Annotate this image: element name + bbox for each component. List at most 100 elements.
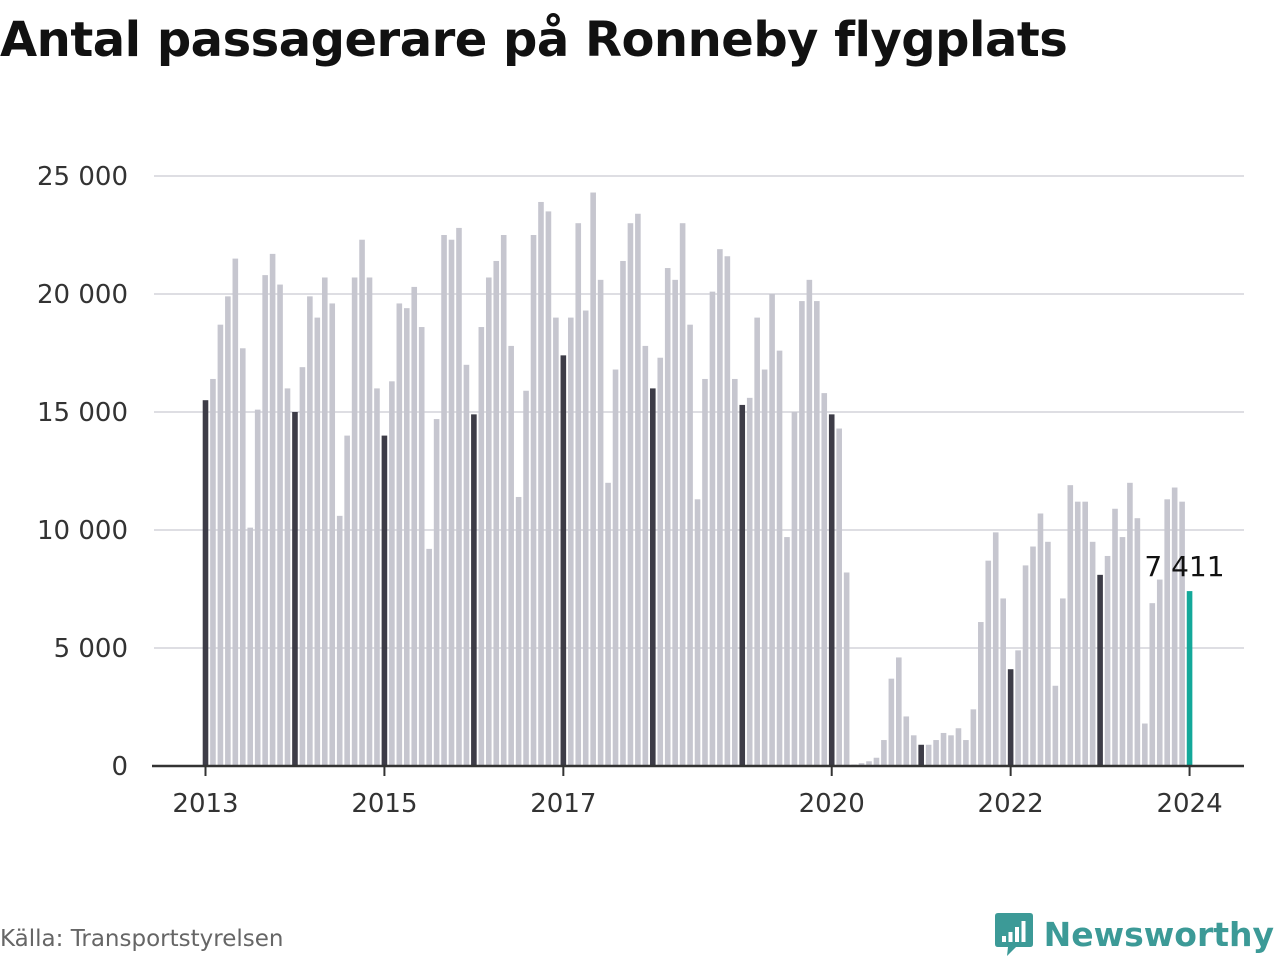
bar-2019-03[interactable] [754, 317, 760, 766]
bar-2015-08[interactable] [433, 419, 440, 766]
bar-2015-04[interactable] [403, 308, 410, 766]
bar-2023-05[interactable] [1127, 482, 1133, 766]
bar-2020-11[interactable] [903, 716, 910, 766]
bar-2018-01[interactable] [650, 388, 656, 766]
bar-2015-09[interactable] [441, 235, 447, 766]
bar-2021-04[interactable] [940, 732, 947, 766]
bar-2023-02[interactable] [1104, 555, 1111, 766]
bar-2017-11[interactable] [635, 213, 641, 766]
bar-2014-04[interactable] [314, 317, 321, 766]
bar-2020-06[interactable] [866, 761, 872, 766]
bar-2021-06[interactable] [955, 728, 962, 766]
bar-2014-05[interactable] [321, 277, 328, 766]
bar-2013-09[interactable] [262, 275, 268, 766]
bar-2013-10[interactable] [269, 253, 276, 766]
bar-2018-08[interactable] [702, 378, 708, 766]
bar-2020-02[interactable] [836, 428, 842, 766]
bar-2022-03[interactable] [1022, 565, 1029, 766]
bar-2019-07[interactable] [784, 537, 790, 766]
bar-2022-02[interactable] [1015, 650, 1021, 766]
bar-2023-09[interactable] [1156, 579, 1163, 766]
bar-2022-04[interactable] [1030, 546, 1036, 766]
bar-2023-04[interactable] [1119, 537, 1126, 766]
bar-2021-05[interactable] [948, 735, 954, 766]
bar-2023-01[interactable] [1097, 574, 1103, 766]
bar-2015-10[interactable] [448, 239, 455, 767]
bar-2022-01[interactable] [1007, 669, 1014, 766]
bar-2019-05[interactable] [769, 294, 775, 766]
bar-2015-01[interactable] [381, 435, 388, 766]
bar-2020-07[interactable] [873, 757, 880, 766]
bar-2013-08[interactable] [254, 409, 261, 766]
bar-2017-02[interactable] [567, 317, 574, 766]
bar-2013-03[interactable] [217, 324, 224, 766]
bar-2021-12[interactable] [1000, 598, 1006, 766]
bar-2022-05[interactable] [1037, 513, 1044, 766]
bar-2017-08[interactable] [612, 369, 619, 766]
bar-2023-07[interactable] [1142, 723, 1148, 766]
bar-2023-12[interactable] [1179, 501, 1185, 766]
bar-2022-06[interactable] [1045, 541, 1051, 766]
bar-2018-11[interactable] [724, 256, 731, 766]
bar-2016-08[interactable] [523, 390, 529, 766]
bar-2017-09[interactable] [620, 260, 626, 766]
bar-2013-07[interactable] [247, 527, 254, 766]
bar-2020-09[interactable] [888, 678, 895, 766]
bar-2018-06[interactable] [687, 324, 693, 766]
bar-2016-05[interactable] [500, 235, 507, 766]
bar-2014-06[interactable] [329, 303, 336, 766]
bar-2020-10[interactable] [896, 657, 902, 766]
bar-2013-11[interactable] [277, 284, 283, 766]
bar-2013-06[interactable] [239, 348, 246, 766]
bar-2018-07[interactable] [694, 499, 701, 766]
bar-2014-01[interactable] [292, 412, 298, 766]
bar-2021-02[interactable] [925, 744, 932, 766]
bar-2019-08[interactable] [791, 412, 798, 766]
bar-2016-10[interactable] [538, 201, 544, 766]
bar-2021-01[interactable] [918, 744, 924, 766]
bar-2015-02[interactable] [389, 381, 395, 766]
bar-2019-04[interactable] [761, 369, 768, 766]
bar-2014-11[interactable] [366, 277, 373, 766]
bar-2020-08[interactable] [881, 740, 887, 766]
bar-2016-06[interactable] [508, 345, 514, 766]
bar-2016-09[interactable] [530, 235, 537, 766]
bar-2016-04[interactable] [493, 260, 500, 766]
bar-2018-10[interactable] [717, 249, 723, 766]
bar-2018-05[interactable] [679, 223, 686, 766]
bar-2013-01[interactable] [202, 400, 209, 766]
bar-2014-10[interactable] [359, 239, 365, 767]
bar-2015-05[interactable] [411, 286, 418, 766]
bar-2023-08[interactable] [1149, 603, 1156, 766]
bar-2023-10[interactable] [1164, 499, 1170, 766]
bar-2017-10[interactable] [627, 223, 634, 766]
bar-2021-11[interactable] [992, 532, 999, 766]
bar-2016-07[interactable] [515, 496, 522, 766]
bar-2015-07[interactable] [426, 548, 432, 766]
bar-2024-01[interactable] [1186, 591, 1193, 766]
bar-2022-12[interactable] [1089, 541, 1096, 766]
bar-2019-02[interactable] [746, 397, 753, 766]
bar-2019-01[interactable] [739, 404, 746, 766]
bar-2022-07[interactable] [1052, 685, 1059, 766]
bar-2020-03[interactable] [843, 572, 850, 766]
brand-logo[interactable]: Newsworthy [994, 910, 1274, 958]
bar-2019-10[interactable] [806, 279, 813, 766]
bar-2017-07[interactable] [605, 482, 611, 766]
bar-2017-05[interactable] [590, 192, 596, 766]
bar-2014-12[interactable] [374, 388, 380, 766]
bar-2021-07[interactable] [963, 740, 969, 766]
bar-2020-01[interactable] [828, 414, 835, 766]
bar-2023-03[interactable] [1112, 508, 1118, 766]
bar-2017-03[interactable] [575, 223, 582, 766]
bar-2015-03[interactable] [396, 303, 403, 766]
bar-2017-06[interactable] [597, 279, 604, 766]
bar-2020-12[interactable] [910, 735, 917, 766]
bar-2016-02[interactable] [478, 327, 485, 766]
bar-2013-02[interactable] [210, 378, 216, 766]
bar-2023-06[interactable] [1134, 518, 1141, 766]
bar-2018-03[interactable] [664, 268, 671, 766]
bar-2020-05[interactable] [858, 763, 865, 766]
bar-2023-11[interactable] [1171, 487, 1178, 766]
bar-2018-04[interactable] [672, 279, 678, 766]
